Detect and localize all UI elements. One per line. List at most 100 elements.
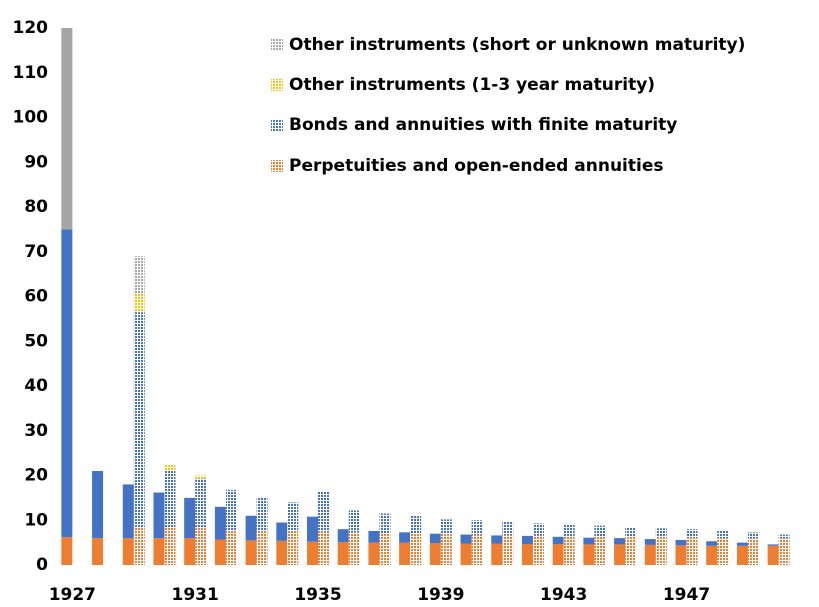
bar-segment [61, 537, 73, 565]
hatched-bar-segment [318, 491, 330, 532]
bar-segment [61, 28, 73, 230]
bar-segment [460, 543, 472, 565]
hatched-bar-segment [164, 465, 176, 472]
hatched-bar-segment [471, 534, 483, 565]
bar-segment [767, 544, 779, 546]
y-tick-label: 120 [13, 18, 49, 38]
hatched-bar-segment [164, 527, 176, 565]
bar-segment [675, 539, 687, 546]
y-tick-label: 60 [24, 287, 48, 307]
hatched-bar-segment [532, 523, 544, 536]
bar-segment [706, 541, 718, 546]
bar-segment [675, 545, 687, 565]
hatched-bar-segment [195, 478, 207, 529]
legend-label: Other instruments (1-3 year maturity) [289, 75, 655, 95]
bar-segment [307, 541, 319, 565]
hatched-bar-segment [471, 520, 483, 535]
hatched-bar-segment [287, 502, 299, 531]
hatched-bar-segment [348, 532, 360, 565]
hatched-bar-segment [164, 471, 176, 528]
hatched-bar-segment [133, 526, 145, 565]
hatched-bar-segment [747, 532, 759, 539]
hatched-bar-segment [225, 489, 237, 531]
hatched-bar-segment [348, 510, 360, 533]
x-tick-label: 1943 [540, 585, 587, 605]
bar-segment [736, 542, 748, 546]
hatched-bar-segment [287, 530, 299, 565]
bar-segment [337, 529, 349, 543]
bar-segment [614, 538, 626, 545]
hatched-bar-segment [256, 496, 268, 531]
hatched-bar-segment [655, 537, 667, 565]
x-tick-label: 1931 [172, 585, 219, 605]
bar-segment [583, 537, 595, 545]
legend-swatch [271, 119, 283, 131]
bar-segment [276, 522, 288, 541]
x-tick-label: 1927 [49, 585, 96, 605]
legend-swatch [271, 39, 283, 51]
bar-segment [122, 538, 134, 565]
y-tick-label: 10 [24, 510, 48, 530]
bar-segment [153, 492, 165, 539]
legend-label: Bonds and annuities with finite maturity [289, 115, 677, 135]
y-tick-label: 90 [24, 152, 48, 172]
bar-segment [399, 542, 411, 565]
hatched-bar-segment [133, 312, 145, 527]
bar-segment [521, 535, 533, 544]
x-tick-label: 1935 [294, 585, 341, 605]
hatched-bar-segment [532, 535, 544, 565]
hatched-bar-segment [195, 475, 207, 479]
bar-segment [92, 471, 104, 539]
bar-segment [214, 506, 226, 540]
hatched-bar-segment [318, 531, 330, 565]
bar-segment [368, 542, 380, 565]
hatched-bar-segment [195, 528, 207, 565]
bar-segment [583, 544, 595, 565]
bar-segment [122, 484, 134, 539]
bar-segment [245, 515, 257, 541]
hatched-bar-segment [625, 526, 637, 537]
legend-label: Perpetuities and open-ended annuities [289, 156, 663, 176]
y-tick-label: 50 [24, 331, 48, 351]
hatched-bar-segment [717, 530, 729, 539]
y-tick-label: 20 [24, 466, 48, 486]
hatched-bar-segment [502, 522, 514, 536]
y-tick-label: 110 [13, 63, 49, 83]
y-tick-label: 30 [24, 421, 48, 441]
y-tick-label: 40 [24, 376, 48, 396]
hatched-bar-segment [379, 533, 391, 565]
bar-segment [184, 538, 196, 565]
y-tick-label: 70 [24, 242, 48, 262]
hatched-bar-segment [778, 534, 790, 539]
x-tick-label: 1939 [417, 585, 464, 605]
hatched-bar-segment [225, 530, 237, 565]
bar-segment [276, 540, 288, 565]
bar-segment [214, 539, 226, 565]
bar-segment [307, 516, 319, 542]
hatched-bar-segment [747, 538, 759, 565]
bar-segment [460, 534, 472, 544]
bar-segment [644, 544, 656, 565]
y-tick-label: 80 [24, 197, 48, 217]
bar-segment [736, 545, 748, 565]
hatched-bar-segment [594, 536, 606, 565]
bar-segment [491, 543, 503, 565]
bar-segment [399, 532, 411, 543]
y-tick-label: 0 [36, 555, 48, 575]
bar-segment [491, 535, 503, 544]
legend-swatch [271, 79, 283, 91]
bar-segment [368, 530, 380, 543]
hatched-bar-segment [502, 535, 514, 565]
hatched-bar-segment [256, 530, 268, 565]
hatched-bar-segment [686, 529, 698, 538]
bar-segment [552, 536, 564, 544]
legend-label: Other instruments (short or unknown matu… [289, 35, 745, 55]
hatched-bar-segment [379, 513, 391, 534]
bar-segment [61, 229, 73, 538]
hatched-bar-segment [563, 535, 575, 565]
hatched-bar-segment [717, 538, 729, 565]
bar-segment [767, 545, 779, 565]
y-tick-label: 100 [13, 108, 49, 128]
hatched-bar-segment [594, 525, 606, 537]
